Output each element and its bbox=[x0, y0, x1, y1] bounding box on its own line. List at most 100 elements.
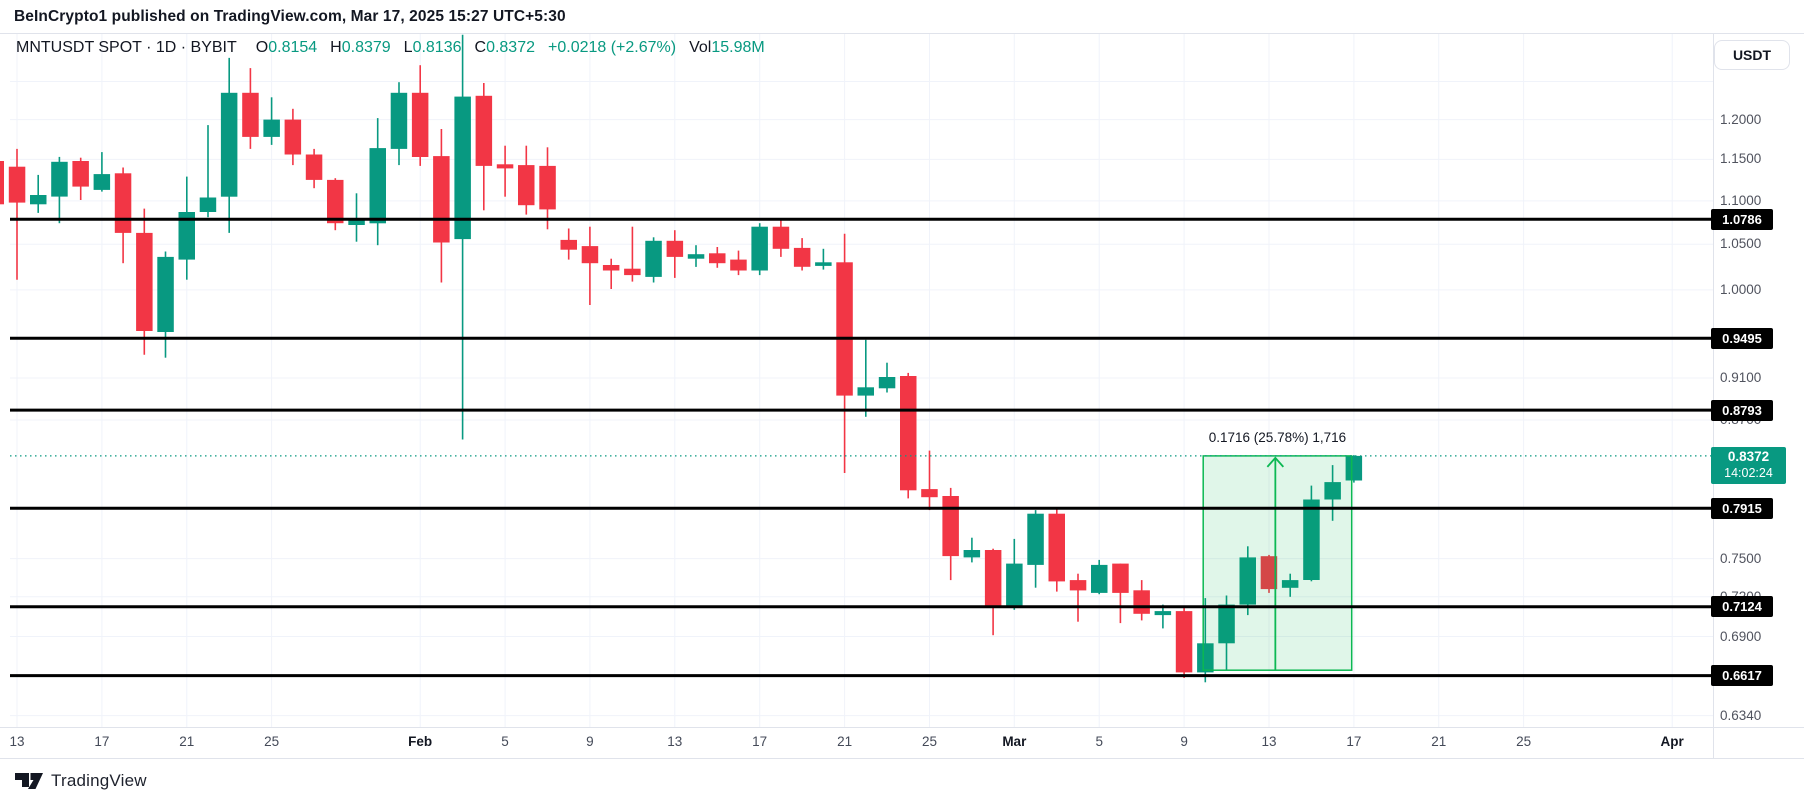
price-axis-label: 1.0000 bbox=[1720, 281, 1762, 297]
candle-body bbox=[114, 173, 132, 233]
candle-body bbox=[220, 92, 238, 197]
candle-body bbox=[581, 246, 599, 264]
candle-body bbox=[93, 174, 111, 190]
time-axis-label: 17 bbox=[94, 734, 110, 749]
legend-volume: Vol15.98M bbox=[689, 39, 765, 56]
candle-body bbox=[1175, 611, 1193, 673]
time-axis-label: 13 bbox=[667, 734, 683, 749]
tradingview-logo-icon bbox=[15, 773, 43, 789]
candle-body bbox=[8, 166, 26, 203]
candle-body bbox=[645, 240, 662, 277]
legend-high: H0.8379 bbox=[330, 39, 391, 56]
time-axis-label: 17 bbox=[1346, 734, 1362, 749]
candle-body bbox=[454, 96, 471, 240]
candle-body bbox=[836, 262, 853, 396]
time-axis-label: 25 bbox=[1516, 734, 1532, 749]
candle-body bbox=[496, 164, 514, 169]
measurement-label: 0.1716 (25.78%) 1,716 bbox=[1208, 429, 1347, 445]
candle-body bbox=[433, 156, 450, 243]
price-axis-label: 1.0500 bbox=[1720, 236, 1762, 252]
candle-body bbox=[72, 161, 89, 187]
candle-body bbox=[709, 253, 726, 264]
time-axis-label: 5 bbox=[501, 734, 509, 749]
time-axis-label: Apr bbox=[1660, 734, 1684, 749]
candle-body bbox=[1069, 580, 1087, 591]
candle-body bbox=[1112, 563, 1129, 593]
pricescale-separator bbox=[1713, 33, 1714, 758]
candle-body bbox=[602, 265, 620, 271]
candle-body bbox=[178, 212, 195, 260]
price-axis-label: 1.1500 bbox=[1720, 151, 1762, 167]
candle-body bbox=[751, 226, 768, 271]
candle-body bbox=[369, 148, 386, 224]
level-price-badge: 0.8793 bbox=[1711, 399, 1773, 421]
level-price-badge: 0.9495 bbox=[1711, 327, 1773, 349]
time-axis-label: 17 bbox=[752, 734, 768, 749]
currency-toggle-button[interactable]: USDT bbox=[1714, 40, 1790, 70]
bar-countdown: 14:02:24 bbox=[1724, 466, 1773, 481]
candle-body bbox=[30, 195, 47, 205]
current-price-value: 0.8372 bbox=[1727, 449, 1770, 465]
candle-body bbox=[327, 179, 344, 224]
candle-body bbox=[1154, 611, 1172, 616]
candle-body bbox=[1048, 513, 1065, 582]
candle-body bbox=[1091, 564, 1108, 593]
header-separator bbox=[0, 33, 1804, 34]
candle-body bbox=[411, 92, 429, 157]
candle-body bbox=[390, 92, 408, 149]
price-axis-label: 1.2000 bbox=[1720, 111, 1762, 127]
price-axis-label: 0.6340 bbox=[1720, 707, 1762, 723]
candle-body bbox=[666, 240, 684, 257]
candle-body bbox=[1281, 580, 1299, 588]
candle-body bbox=[1345, 455, 1363, 481]
candle-body bbox=[1260, 556, 1278, 590]
symbol-title: MNTUSDT SPOT · 1D · BYBIT bbox=[16, 39, 237, 56]
time-axis-label: Feb bbox=[408, 734, 433, 749]
candle-body bbox=[1197, 643, 1214, 673]
tradingview-brand[interactable]: TradingView bbox=[14, 770, 147, 792]
price-axis-label: 0.9100 bbox=[1720, 370, 1762, 385]
chart-legend: MNTUSDT SPOT · 1D · BYBIT O0.8154 H0.837… bbox=[16, 39, 765, 57]
level-price-badge: 0.7124 bbox=[1711, 596, 1773, 618]
candle-body bbox=[263, 119, 280, 137]
candle-body bbox=[921, 489, 938, 498]
candle-body bbox=[624, 268, 641, 276]
candle-body bbox=[815, 262, 832, 266]
candle-body bbox=[857, 387, 874, 396]
candle-body bbox=[136, 232, 153, 331]
time-axis-label: 21 bbox=[1431, 734, 1447, 749]
current-price-badge: 0.8372 14:02:24 bbox=[1711, 446, 1786, 484]
time-axis-label: 9 bbox=[1180, 734, 1188, 749]
time-axis-label: 21 bbox=[837, 734, 853, 749]
legend-low: L0.8136 bbox=[403, 39, 462, 56]
price-axis-label: 0.6900 bbox=[1720, 628, 1762, 644]
time-axis-label: 25 bbox=[264, 734, 280, 749]
candle-body bbox=[242, 92, 259, 137]
legend-change: +0.0218 (+2.67%) bbox=[548, 39, 677, 56]
time-axis-label: 13 bbox=[9, 734, 25, 749]
candle-body bbox=[157, 256, 174, 332]
measurement-arrow-head bbox=[1266, 456, 1285, 468]
candle-body bbox=[1324, 482, 1341, 500]
time-axis-label: 13 bbox=[1261, 734, 1277, 749]
candle-body bbox=[518, 165, 535, 206]
candle-body bbox=[942, 496, 959, 557]
candle-body bbox=[560, 239, 577, 250]
price-axis-label: 0.7500 bbox=[1720, 550, 1762, 566]
candle-body bbox=[1006, 563, 1023, 606]
measurement-box bbox=[1202, 455, 1353, 671]
candle-body bbox=[1239, 557, 1256, 605]
candle-body bbox=[687, 254, 705, 259]
candle-body bbox=[1027, 513, 1044, 565]
candle-body bbox=[199, 197, 217, 212]
candle-body bbox=[1218, 604, 1235, 644]
timescale-separator bbox=[0, 727, 1804, 728]
candle-body bbox=[305, 154, 323, 180]
candle-body bbox=[51, 161, 68, 197]
candle-body bbox=[0, 161, 4, 205]
candle-body bbox=[348, 218, 365, 225]
candle-body bbox=[539, 165, 556, 210]
tradingview-brand-text: TradingView bbox=[51, 771, 147, 790]
